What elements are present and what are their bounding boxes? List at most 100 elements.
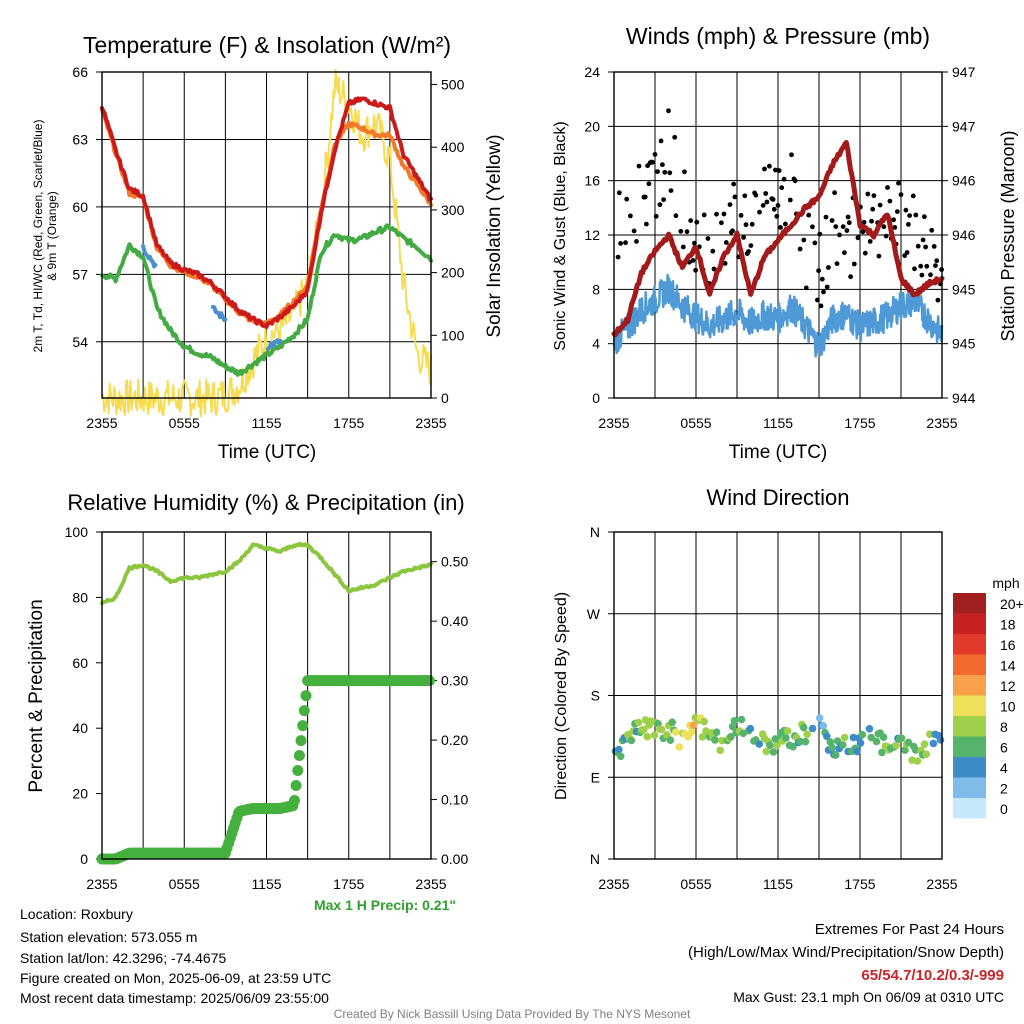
direction-point <box>783 727 792 735</box>
y-tick-label: 0 <box>592 390 600 406</box>
gust-point <box>924 263 930 269</box>
direction-point <box>782 734 790 742</box>
gust-point <box>881 224 887 230</box>
gust-point <box>865 191 871 197</box>
y2-tick-label: 946 <box>952 173 976 189</box>
gust-point <box>792 178 798 184</box>
y2-tick-label: 300 <box>441 202 465 218</box>
gust-point <box>821 289 826 295</box>
legend-label: 20+ <box>1000 596 1024 612</box>
gust-point <box>657 202 663 208</box>
x-tick-label: 0555 <box>169 415 200 431</box>
y-tick-label: 60 <box>72 655 88 671</box>
x-tick-label: 1755 <box>844 415 875 431</box>
gust-point <box>913 212 919 218</box>
gust-point <box>810 224 815 230</box>
gust-point <box>763 191 769 196</box>
recent-timestamp: Most recent data timestamp: 2025/06/09 2… <box>20 990 329 1006</box>
gust-point <box>624 196 630 202</box>
precip-point <box>295 735 307 747</box>
legend-label: 8 <box>1000 719 1008 735</box>
y-tick-label: S <box>591 688 600 704</box>
gust-point <box>787 197 793 203</box>
gust-point <box>896 180 901 186</box>
legend-label: 18 <box>1000 617 1016 633</box>
gust-point <box>923 244 928 250</box>
gust-point <box>934 258 940 264</box>
gust-point <box>748 243 754 249</box>
x-tick-label: 2355 <box>86 876 117 892</box>
legend-swatch <box>953 613 986 634</box>
gust-point <box>883 233 889 239</box>
x-tick-label: 1755 <box>844 876 875 892</box>
temp-y-axis-label-2: & 9m T (Orange) <box>45 191 59 281</box>
gust-point <box>848 274 853 280</box>
station-pressure-line <box>611 140 945 338</box>
plot-border <box>101 531 432 860</box>
plot-border <box>613 71 943 399</box>
legend-label: 6 <box>1000 740 1008 756</box>
precip-point <box>289 795 300 806</box>
direction-point <box>803 730 811 739</box>
gust-point <box>678 228 684 234</box>
gust-point <box>688 218 694 224</box>
direction-point <box>643 732 652 741</box>
gust-point <box>680 244 686 250</box>
gust-point <box>749 221 755 227</box>
temp-y2-axis-label: Solar Insolation (Yellow) <box>484 134 505 337</box>
gust-point <box>650 159 655 165</box>
station-latlon: Station lat/lon: 42.3296; -74.4675 <box>20 950 227 966</box>
dir-chart-title: Wind Direction <box>706 485 849 510</box>
gust-point <box>812 240 818 246</box>
gust-point <box>615 254 621 260</box>
gust-point <box>631 228 637 234</box>
y2-tick-label: 945 <box>952 336 976 352</box>
gust-point <box>694 219 700 225</box>
gust-point <box>877 202 883 208</box>
direction-point <box>688 728 696 736</box>
y-tick-label: 8 <box>592 281 600 297</box>
legend-swatch <box>953 593 986 614</box>
direction-point <box>773 741 781 750</box>
y-tick-label: 63 <box>72 131 88 147</box>
wind-pressure-plot: 2355 0555 1155 1755 2355 0 4 8 12 16 20 24 944 945 945… <box>584 64 975 431</box>
gust-point <box>933 263 938 268</box>
direction-point <box>840 733 849 742</box>
direction-point <box>712 728 721 736</box>
x-tick-label: 2355 <box>415 415 446 431</box>
gust-point <box>655 169 660 175</box>
gust-point <box>646 181 652 187</box>
gust-point <box>855 235 861 241</box>
y2-tick-label: 400 <box>441 139 465 155</box>
x-tick-label: 2355 <box>926 876 957 892</box>
y-tick-label: 20 <box>72 786 88 802</box>
gust-point <box>721 211 727 217</box>
x-tick-label: 0555 <box>680 415 711 431</box>
precip-point <box>293 750 305 761</box>
direction-point <box>853 747 861 756</box>
windchill-line <box>141 244 158 269</box>
legend-swatch <box>953 675 986 696</box>
direction-point <box>698 733 707 741</box>
gust-point <box>762 166 767 172</box>
direction-point <box>700 717 708 726</box>
direction-point <box>689 721 698 729</box>
gust-point <box>741 235 746 240</box>
gust-point <box>842 250 847 256</box>
gust-point <box>935 297 941 303</box>
gust-point <box>885 185 890 190</box>
gust-point <box>661 197 666 203</box>
gust-point <box>660 162 665 168</box>
station-elevation: Station elevation: 573.055 m <box>20 929 198 945</box>
extremes-values: 65/54.7/10.2/0.3/-999 <box>861 967 1004 984</box>
precip-point <box>423 675 435 687</box>
sonic-wind-line <box>612 273 944 358</box>
gust-point <box>714 211 719 217</box>
rh-chart-title: Relative Humidity (%) & Precipitation (i… <box>67 490 464 515</box>
x-tick-label: 0555 <box>169 876 200 892</box>
gust-point <box>767 163 772 169</box>
gust-point <box>623 240 628 246</box>
direction-point <box>920 740 929 748</box>
gust-point <box>764 199 770 205</box>
